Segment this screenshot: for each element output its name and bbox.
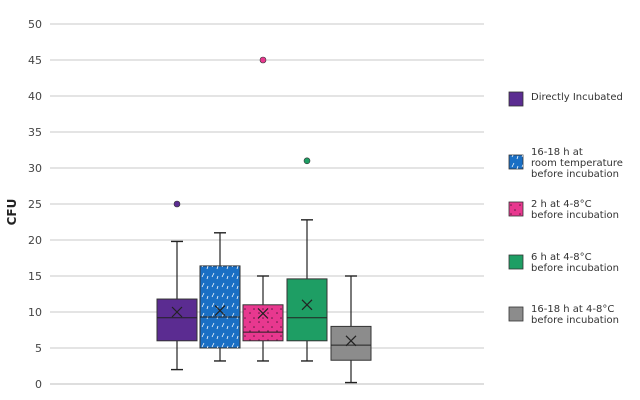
legend-swatch-pattern — [509, 202, 523, 216]
y-tick-label: 50 — [28, 18, 42, 31]
y-tick-label: 0 — [35, 378, 42, 391]
legend-label: before incubation — [531, 169, 619, 180]
box-iqr — [286, 278, 328, 342]
mean-marker — [345, 335, 357, 347]
box-series-2 — [199, 232, 241, 362]
y-tick-label: 20 — [28, 234, 42, 247]
mean-marker — [301, 299, 313, 311]
box-iqr — [330, 325, 372, 361]
mean-marker — [171, 306, 183, 318]
box-series-5 — [330, 275, 372, 384]
mean-marker — [257, 308, 269, 319]
outlier-point — [259, 56, 267, 64]
legend-label: before incubation — [531, 263, 619, 274]
box-pattern — [243, 304, 283, 341]
y-tick-label: 40 — [28, 90, 42, 103]
y-axis-title: CFU — [5, 199, 19, 226]
legend-label: Directly Incubated — [531, 92, 623, 103]
legend-label: 2 h at 4-8°C — [531, 199, 592, 210]
legend-label: before incubation — [531, 210, 619, 221]
outlier-point — [173, 200, 181, 208]
legend-label: room temperature — [531, 158, 623, 169]
box-pattern — [200, 265, 240, 348]
y-tick-label: 30 — [28, 162, 42, 175]
legend-label: before incubation — [531, 315, 619, 326]
y-tick-label: 10 — [28, 306, 42, 319]
legend-swatch — [508, 254, 524, 270]
y-tick-label: 45 — [28, 54, 42, 67]
box-series-3 — [242, 56, 284, 362]
legend-label: 16-18 h at — [531, 147, 583, 158]
y-tick-label: 5 — [35, 342, 42, 355]
y-tick-labels: 0 5 10 15 20 25 30 35 40 45 50 — [28, 18, 42, 391]
y-tick-label: 25 — [28, 198, 42, 211]
legend-label: 16-18 h at 4-8°C — [531, 304, 614, 315]
legend-item-1: Directly Incubated — [508, 91, 623, 107]
box-series-4 — [286, 157, 328, 362]
mean-marker — [214, 305, 226, 316]
legend-label: 6 h at 4-8°C — [531, 252, 592, 263]
y-tick-label: 15 — [28, 270, 42, 283]
grid-lines — [50, 23, 484, 385]
outlier-point — [303, 157, 311, 165]
legend-swatch-pattern — [509, 155, 523, 169]
legend-swatch — [508, 306, 524, 322]
legend-swatch — [508, 91, 524, 107]
box-series-1 — [156, 200, 198, 371]
y-tick-label: 35 — [28, 126, 42, 139]
box-iqr — [156, 298, 198, 342]
boxes — [156, 56, 372, 384]
